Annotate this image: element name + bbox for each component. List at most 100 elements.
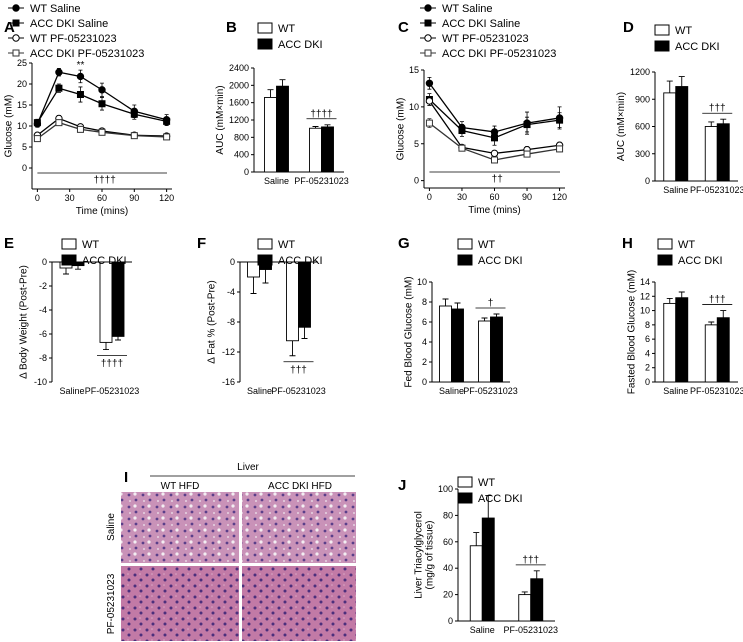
bar: [675, 297, 689, 383]
legend-label: WT: [82, 239, 99, 251]
y-tick-label: 100: [438, 484, 453, 494]
marker: [130, 132, 138, 140]
error-bar: [485, 495, 492, 519]
marker: [98, 128, 106, 136]
x-tick-label: 60: [489, 192, 499, 202]
marker: [490, 149, 499, 158]
bar: [518, 594, 532, 622]
marker: [55, 119, 63, 127]
y-axis-label: Fasted Blood Glucose (mM): [627, 270, 638, 395]
y-tick-label: 8: [422, 297, 427, 307]
marker: [98, 100, 106, 108]
y-tick-label: 10: [409, 102, 419, 112]
marker: [425, 119, 433, 127]
y-tick-label: -8: [227, 317, 235, 327]
panel-letter: E: [4, 235, 14, 252]
panel-letter: J: [398, 477, 406, 494]
marker: [163, 133, 171, 141]
panel-letter: A: [4, 19, 15, 36]
x-tick-label: Saline: [663, 386, 688, 396]
x-axis-label: Time (mins): [468, 205, 520, 216]
legend-label: WT: [675, 25, 692, 37]
y-tick-label: 12: [640, 291, 650, 301]
bar: [469, 545, 483, 622]
error-bar: [720, 118, 727, 124]
error-bar: [324, 124, 331, 127]
bar: [99, 261, 113, 343]
y-tick-label: 0: [414, 176, 419, 186]
panel-letter: G: [398, 235, 410, 252]
marker: [424, 34, 432, 42]
panel-letter: C: [398, 19, 409, 36]
legend-swatch: [61, 238, 77, 250]
marker: [76, 125, 84, 133]
marker: [491, 156, 498, 164]
panel-letter: I: [124, 469, 128, 486]
bar: [309, 127, 322, 173]
error-bar: [115, 336, 121, 341]
histology-panel: I Liver WT HFD ACC DKI HFD Saline PF-052…: [106, 462, 356, 641]
error-bar: [262, 269, 269, 284]
y-tick-label: 15: [409, 65, 419, 75]
micrograph: [242, 566, 356, 641]
y-tick-label: -4: [227, 287, 235, 297]
legend-label: ACC DKI: [478, 493, 523, 505]
y-tick-label: 10: [640, 306, 650, 316]
bar: [264, 97, 277, 173]
legend-swatch: [654, 40, 670, 52]
y-tick-label: 800: [234, 132, 249, 142]
y-tick-label: -10: [34, 377, 47, 387]
legend-swatch: [257, 22, 273, 34]
bar: [716, 317, 730, 383]
x-tick-label: PF-05231023: [85, 386, 140, 396]
panel-letter: H: [622, 235, 633, 252]
bar: [286, 261, 299, 342]
y-tick-label: -2: [39, 281, 47, 291]
y-tick-label: 1600: [229, 98, 249, 108]
legend-label: ACC DKI Saline: [442, 18, 520, 30]
y-tick-label: 6: [645, 334, 650, 344]
bar: [663, 92, 677, 182]
x-tick-label: Saline: [663, 185, 688, 195]
series-line: [36, 121, 167, 140]
error-bar: [481, 317, 488, 321]
y-tick-label: 2000: [229, 80, 249, 90]
y-tick-label: 10: [17, 121, 27, 131]
legend-label: WT PF-05231023: [442, 33, 529, 45]
legend-label: WT: [278, 239, 295, 251]
marker: [33, 119, 41, 127]
y-tick-label: 0: [244, 167, 249, 177]
error-bar: [279, 79, 286, 87]
marker: [556, 145, 564, 153]
marker: [523, 150, 531, 158]
legend-swatch: [457, 492, 473, 504]
y-tick-label: 60: [443, 537, 453, 547]
error-bar: [678, 291, 685, 298]
y-tick-label: 2400: [229, 63, 249, 73]
legend-label: WT: [478, 239, 495, 251]
y-tick-label: 25: [17, 58, 27, 68]
y-axis-label: Glucose (mM): [396, 98, 407, 161]
x-tick-label: Saline: [247, 386, 272, 396]
y-tick-label: 2: [422, 357, 427, 367]
x-tick-label: 60: [97, 193, 107, 203]
row-label: Saline: [106, 513, 117, 541]
chart-panel: B 0 400 800 1200 1600 2000 2400 AUC (mM×min) Sali…: [215, 19, 349, 186]
annotation: **: [77, 60, 85, 71]
marker: [523, 121, 531, 129]
marker: [425, 79, 434, 87]
x-tick-label: PF-05231023: [503, 625, 558, 635]
error-bar: [454, 302, 461, 309]
row-label: PF-05231023: [106, 573, 117, 634]
y-tick-label: 0: [22, 163, 27, 173]
error-bar: [442, 298, 449, 306]
y-tick-label: 1200: [630, 67, 650, 77]
marker: [12, 4, 20, 12]
legend-label: WT: [278, 23, 295, 35]
legend-label: WT Saline: [442, 3, 493, 15]
error-bar: [708, 121, 715, 127]
marker: [12, 19, 20, 27]
y-axis-label: Δ Fat % (Post-Pre): [206, 280, 217, 363]
marker: [458, 144, 466, 152]
